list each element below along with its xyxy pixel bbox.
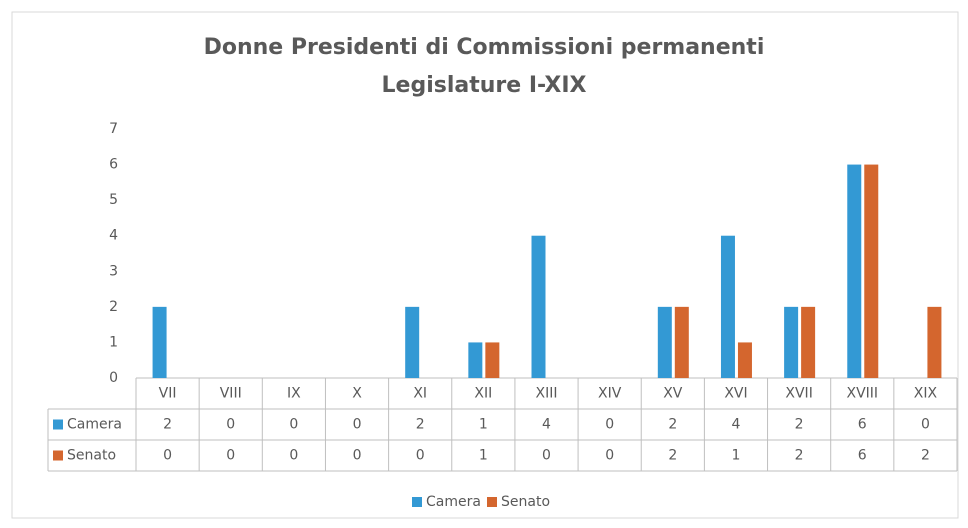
table-series-label: Camera — [67, 417, 122, 433]
x-tick-label: XIII — [536, 386, 558, 402]
bar — [801, 306, 816, 378]
x-tick-label: XVIII — [846, 386, 878, 402]
table-value: 0 — [289, 448, 298, 464]
x-tick-label: XV — [663, 386, 683, 402]
y-tick-label: 2 — [109, 299, 118, 315]
table-value: 2 — [668, 448, 677, 464]
table-value: 2 — [668, 417, 677, 433]
y-tick-label: 0 — [109, 370, 118, 386]
x-tick-label: XI — [413, 386, 427, 402]
table-value: 1 — [479, 417, 488, 433]
bar — [657, 306, 672, 378]
y-tick-label: 1 — [109, 334, 118, 350]
table-value: 2 — [921, 448, 930, 464]
table-value: 0 — [542, 448, 551, 464]
table-value: 0 — [163, 448, 172, 464]
y-tick-label: 6 — [109, 157, 118, 173]
bar — [927, 306, 942, 378]
table-legend-key — [53, 419, 63, 430]
x-tick-label: XVII — [785, 386, 812, 402]
table-value: 2 — [795, 448, 804, 464]
y-tick-label: 7 — [109, 121, 118, 137]
bar — [864, 164, 879, 378]
table-value: 2 — [795, 417, 804, 433]
table-value: 0 — [605, 417, 614, 433]
table-value: 2 — [163, 417, 172, 433]
legend-key — [412, 497, 422, 507]
chart-border — [11, 11, 959, 519]
table-value: 4 — [732, 417, 741, 433]
bar — [847, 164, 862, 378]
table-value: 1 — [479, 448, 488, 464]
bar — [485, 342, 500, 378]
bar — [737, 342, 752, 378]
bar — [468, 342, 483, 378]
table-value: 0 — [353, 448, 362, 464]
bar — [531, 235, 546, 378]
x-tick-label: XIX — [914, 386, 938, 402]
bar — [405, 306, 420, 378]
table-value: 6 — [858, 417, 867, 433]
x-tick-label: X — [352, 386, 362, 402]
table-value: 0 — [416, 448, 425, 464]
bar — [674, 306, 689, 378]
x-tick-label: IX — [287, 386, 301, 402]
x-tick-label: XVI — [724, 386, 747, 402]
table-value: 0 — [226, 417, 235, 433]
table-value: 0 — [353, 417, 362, 433]
table-series-label: Senato — [67, 448, 116, 464]
table-value: 0 — [921, 417, 930, 433]
table-value: 1 — [732, 448, 741, 464]
table-legend-key — [53, 450, 63, 461]
x-tick-label: XIV — [598, 386, 622, 402]
y-tick-label: 4 — [109, 228, 118, 244]
x-tick-label: VIII — [220, 386, 242, 402]
bar — [152, 306, 167, 378]
legend-key — [487, 497, 497, 507]
chart-title: Donne Presidenti di Commissioni permanen… — [204, 35, 765, 60]
legend-label: Senato — [501, 494, 550, 510]
chart-subtitle: Legislature I-XIX — [382, 73, 587, 98]
table-value: 0 — [605, 448, 614, 464]
table-value: 4 — [542, 417, 551, 433]
x-tick-label: XII — [474, 386, 492, 402]
bar — [720, 235, 735, 378]
bar — [784, 306, 799, 378]
table-value: 0 — [289, 417, 298, 433]
x-tick-label: VII — [159, 386, 177, 402]
legend-label: Camera — [426, 494, 481, 510]
table-value: 0 — [226, 448, 235, 464]
table-value: 6 — [858, 448, 867, 464]
y-tick-label: 5 — [109, 192, 118, 208]
table-value: 2 — [416, 417, 425, 433]
y-tick-label: 3 — [109, 263, 118, 279]
